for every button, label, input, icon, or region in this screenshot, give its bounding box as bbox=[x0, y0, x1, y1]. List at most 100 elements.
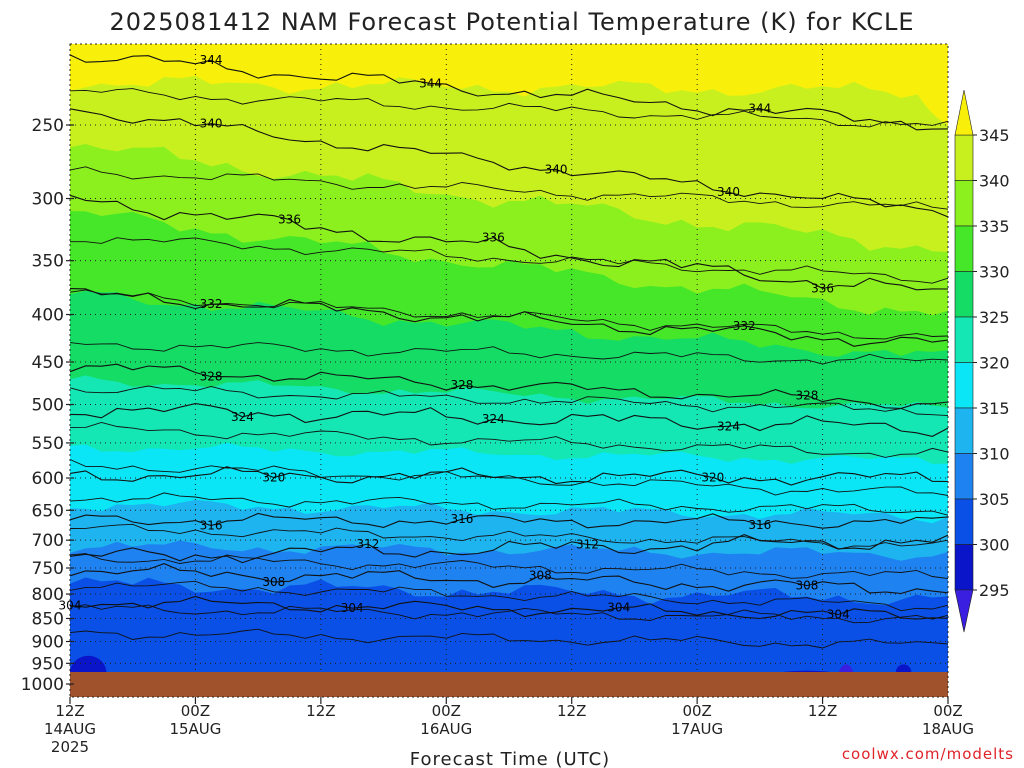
contour-344 bbox=[69, 54, 949, 131]
colorbar-bin-310-315 bbox=[954, 407, 974, 454]
colorbar-bin-315-320 bbox=[954, 362, 974, 409]
ytick-label-750: 750 bbox=[32, 559, 64, 579]
colorbar-bin-295-300 bbox=[954, 544, 974, 591]
colorbar-bin-320-325 bbox=[954, 316, 974, 363]
ytick-label-550: 550 bbox=[32, 434, 64, 454]
y-axis-ticks: 250 300 350 400 450 500 550 600 650 700 750 800 850 9… bbox=[21, 116, 74, 695]
chart-title: 2025081412 NAM Forecast Potential Temper… bbox=[109, 8, 914, 36]
contour-strand-11 bbox=[69, 580, 949, 612]
contour-label-336-2: 336 bbox=[811, 281, 834, 295]
contour-label-320-1: 320 bbox=[701, 470, 724, 484]
xtick-line1-3: 00Z bbox=[432, 702, 461, 720]
contour-strand-1 bbox=[69, 166, 949, 210]
contour-label-336-0: 336 bbox=[278, 213, 301, 227]
contour-label-304-2: 304 bbox=[607, 601, 630, 615]
colorbar-bin-340-345 bbox=[954, 134, 974, 181]
contour-label-336-1: 336 bbox=[482, 231, 505, 245]
contour-label-344-1: 344 bbox=[419, 76, 442, 90]
colorbar-tick-340: 340 bbox=[979, 172, 1010, 191]
xtick-line1-0: 12Z bbox=[55, 702, 84, 720]
ytick-label-950: 950 bbox=[32, 654, 64, 674]
contour-316 bbox=[69, 512, 949, 529]
ytick-label-1000: 1000 bbox=[21, 675, 64, 695]
contour-label-324-2: 324 bbox=[717, 419, 740, 433]
ground-band bbox=[69, 43, 949, 698]
xtick-line2-3: 16AUG bbox=[420, 720, 472, 738]
xtick-line1-7: 00Z bbox=[933, 702, 962, 720]
contour-label-328-2: 328 bbox=[795, 389, 818, 403]
contour-label-324-0: 324 bbox=[231, 410, 254, 424]
contour-label-304-3: 304 bbox=[827, 608, 850, 622]
ytick-label-800: 800 bbox=[32, 585, 64, 605]
ytick-label-900: 900 bbox=[32, 633, 64, 653]
ytick-label-650: 650 bbox=[32, 501, 64, 521]
xtick-line2-0: 14AUG bbox=[44, 720, 96, 738]
xtick-line1-6: 12Z bbox=[808, 702, 837, 720]
ytick-label-700: 700 bbox=[32, 531, 64, 551]
ytick-label-600: 600 bbox=[32, 469, 64, 489]
contour-label-316-2: 316 bbox=[748, 518, 771, 532]
xtick-line1-1: 00Z bbox=[181, 702, 210, 720]
colorbar-tick-320: 320 bbox=[979, 354, 1010, 373]
contour-label-312-0: 312 bbox=[356, 537, 379, 551]
contour-320 bbox=[69, 466, 949, 486]
colorbar-bin-335-340 bbox=[954, 180, 974, 227]
colorbar-tick-345: 345 bbox=[979, 126, 1010, 145]
contour-strand-2 bbox=[70, 237, 949, 284]
contour-strand-4 bbox=[69, 342, 949, 365]
colorbar-tick-330: 330 bbox=[979, 263, 1010, 282]
contour-label-332-1: 332 bbox=[733, 319, 756, 333]
contour-308 bbox=[69, 563, 949, 595]
contour-label-340-2: 340 bbox=[717, 185, 740, 199]
colorbar-tick-300: 300 bbox=[979, 536, 1010, 555]
gridlines bbox=[70, 44, 948, 684]
contour-304 bbox=[69, 595, 949, 620]
xtick-line1-2: 12Z bbox=[306, 702, 335, 720]
contour-328 bbox=[69, 363, 949, 409]
ytick-label-500: 500 bbox=[32, 396, 64, 416]
plot-frame bbox=[69, 43, 949, 698]
colorbar-bin-330-335 bbox=[954, 225, 974, 272]
ytick-label-850: 850 bbox=[32, 609, 64, 629]
colorbar-bin-305-310 bbox=[954, 453, 974, 500]
contour-label-312-1: 312 bbox=[576, 537, 599, 551]
contour-strand-7 bbox=[69, 459, 949, 496]
plot-area bbox=[70, 44, 948, 692]
xtick-line1-4: 12Z bbox=[557, 702, 586, 720]
ytick-label-350: 350 bbox=[32, 252, 64, 272]
contour-label-308-0: 308 bbox=[262, 575, 285, 589]
ground-rect bbox=[70, 672, 948, 697]
contour-label-304-1: 304 bbox=[341, 601, 364, 615]
contour-label-344-2: 344 bbox=[748, 102, 771, 116]
colorbar-tick-310: 310 bbox=[979, 445, 1010, 464]
colorbar: 345 340 335 330 325 320 315 310 305 300 295 bbox=[954, 89, 1010, 633]
ytick-label-300: 300 bbox=[32, 190, 64, 210]
contour-label-308-1: 308 bbox=[529, 568, 552, 582]
contour-label-320-0: 320 bbox=[262, 471, 285, 485]
xtick-line3-0: 2025 bbox=[51, 738, 89, 756]
band-300-305 bbox=[70, 577, 948, 684]
contour-label-316-0: 316 bbox=[200, 519, 223, 533]
xtick-line2-7: 18AUG bbox=[922, 720, 974, 738]
contour-label-308-2: 308 bbox=[795, 579, 818, 593]
contour-strand-13 bbox=[69, 628, 949, 649]
contour-strand-0 bbox=[69, 88, 949, 128]
xtick-line2-5: 17AUG bbox=[671, 720, 723, 738]
colorbar-bin-325-330 bbox=[954, 271, 974, 318]
contour-324 bbox=[69, 403, 949, 437]
x-axis-label: Forecast Time (UTC) bbox=[410, 749, 610, 768]
colorbar-tick-335: 335 bbox=[979, 217, 1010, 236]
contour-strand-9 bbox=[69, 523, 949, 550]
contour-label-328-1: 328 bbox=[451, 378, 474, 392]
colorbar-bottom-arrow bbox=[954, 589, 974, 633]
contour-label-344-0: 344 bbox=[200, 53, 223, 67]
contour-strand-5 bbox=[69, 385, 949, 417]
colorbar-tick-315: 315 bbox=[979, 399, 1010, 418]
contour-label-340-0: 340 bbox=[200, 117, 223, 131]
contour-strand-3 bbox=[69, 289, 949, 340]
contour-strand-12 bbox=[69, 604, 949, 624]
contour-340 bbox=[69, 108, 949, 218]
